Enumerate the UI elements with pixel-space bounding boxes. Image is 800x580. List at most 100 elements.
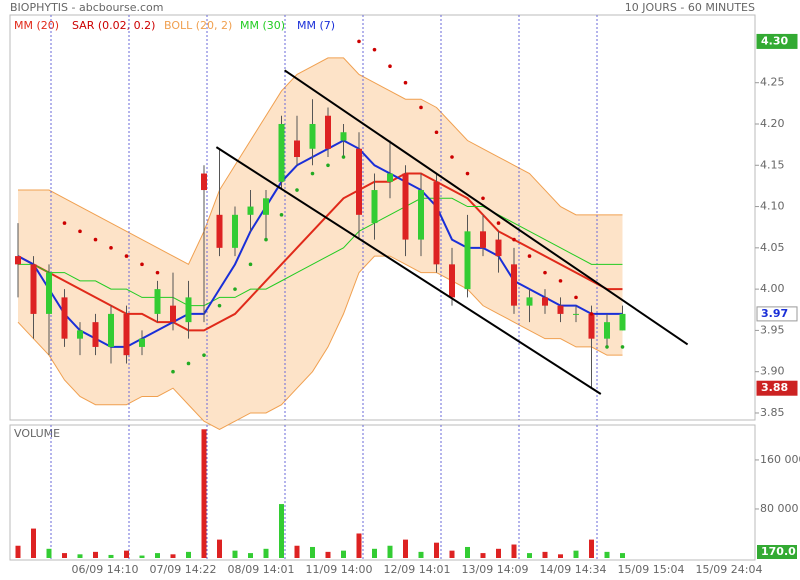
candle-body — [185, 297, 192, 323]
sar-dot — [186, 361, 191, 366]
candle-body — [526, 297, 533, 306]
sar-dot — [202, 353, 206, 357]
sar-dot — [326, 163, 330, 168]
candle-body — [402, 173, 409, 240]
sar-dot — [279, 213, 284, 217]
candle-body — [139, 338, 145, 347]
candle-body — [387, 173, 393, 182]
sar-dot — [78, 229, 82, 234]
sar-dot — [140, 262, 144, 267]
price-marker — [756, 306, 798, 322]
sar-dot — [434, 130, 439, 135]
sar-dot — [233, 287, 237, 291]
legend-entry: MM (7) — [297, 19, 335, 32]
candle-body — [573, 313, 579, 315]
price-marker-label: 4.30 — [761, 34, 788, 47]
candle-body — [433, 181, 440, 265]
candle-body — [30, 264, 37, 314]
sar-dot — [124, 254, 129, 258]
x-tick-label: 14/09 14:34 — [540, 563, 607, 576]
candle-body — [340, 132, 347, 141]
volume-bar — [418, 551, 424, 558]
x-tick-label: 15/09 24:04 — [696, 563, 763, 576]
candle-body — [542, 297, 548, 306]
volume-bar — [186, 551, 191, 558]
volume-bar — [62, 553, 67, 558]
moving-average — [17, 139, 623, 348]
volume-panel — [9, 424, 756, 561]
price-marker-label: 3.97 — [761, 307, 788, 320]
y-tick-label: 3.95 — [760, 323, 785, 336]
y-tick-label: 4.00 — [760, 282, 785, 295]
candle-body — [108, 313, 114, 347]
volume-bar — [170, 554, 176, 558]
volume-bar — [341, 550, 346, 558]
y-tick-label: 160 000 — [760, 453, 800, 466]
candle-body — [309, 123, 316, 149]
candle-body — [123, 313, 130, 356]
sar-dot — [388, 64, 392, 68]
volume-bar — [434, 542, 439, 558]
legend-entry: BOLL (20, 2) — [164, 19, 232, 32]
legend: MM (20) SAR (0.02, 0.2) BOLL (20, 2) MM (30… — [14, 19, 335, 32]
candle-body — [294, 140, 300, 158]
sar-dot — [109, 246, 113, 250]
sar-dot — [450, 155, 454, 159]
volume-bar — [248, 553, 253, 558]
volume-bar — [480, 553, 486, 558]
x-tick-label: 12/09 14:01 — [384, 563, 451, 576]
candle-body — [232, 214, 238, 248]
volume-bar — [558, 554, 563, 558]
volume-bar — [139, 555, 145, 558]
candle-body — [557, 305, 564, 314]
candle-body — [449, 264, 455, 298]
sar-dot — [155, 270, 160, 275]
candle-body — [356, 148, 362, 215]
volume-bar — [527, 553, 532, 558]
volume-bar — [263, 548, 269, 558]
candle-body — [604, 322, 610, 339]
volume-bar — [217, 539, 222, 558]
candle-body — [495, 239, 502, 257]
volume-badge-label: 170.0 — [761, 545, 796, 558]
sar-dot — [372, 47, 377, 52]
volume-bar — [449, 550, 455, 558]
x-tick-label: 11/09 14:00 — [306, 563, 373, 576]
candle-body — [170, 305, 176, 323]
sar-dot — [589, 312, 594, 316]
sar-dot — [403, 80, 408, 85]
y-tick-label: 4.25 — [760, 76, 785, 89]
chart-subtitle: 10 JOURS - 60 MINUTES — [625, 1, 755, 14]
volume-bar — [465, 546, 470, 558]
volume-bar — [31, 528, 36, 558]
sar-dot — [496, 221, 501, 225]
volume-bar — [46, 548, 52, 558]
sar-dot — [605, 345, 609, 349]
volume-bar — [201, 429, 207, 558]
sar-dot — [481, 196, 485, 201]
volume-bar — [542, 551, 548, 558]
volume-bar — [511, 544, 517, 558]
candle-body — [464, 231, 471, 290]
y-tick-label: 3.90 — [760, 365, 785, 378]
sar-dot — [419, 105, 423, 110]
volume-badge — [757, 545, 797, 559]
y-tick-label: 80 000 — [760, 502, 799, 515]
sar-dot — [558, 279, 563, 283]
sar-dot — [93, 237, 98, 242]
sar-dot — [357, 39, 361, 44]
volume-bar — [387, 545, 393, 558]
sar-dot — [217, 303, 222, 308]
sar-dot — [527, 254, 532, 258]
candle-body — [278, 123, 285, 182]
volume-bar — [310, 546, 315, 558]
candle-body — [77, 330, 83, 339]
volume-bar — [573, 550, 579, 558]
candle-body — [511, 264, 517, 306]
bollinger-upper — [18, 57, 623, 266]
x-tick-label: 06/09 14:10 — [72, 563, 139, 576]
x-tick-label: 08/09 14:01 — [228, 563, 295, 576]
volume-bar — [93, 551, 98, 558]
y-tick-label: 4.05 — [760, 241, 785, 254]
price-marker-label: 3.88 — [761, 381, 788, 394]
